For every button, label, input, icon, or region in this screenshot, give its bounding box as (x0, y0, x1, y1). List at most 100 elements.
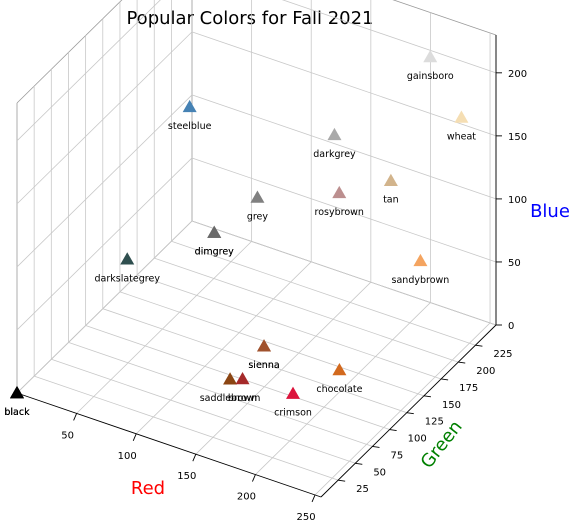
point-marker (257, 339, 272, 352)
point-marker (207, 225, 222, 238)
point-marker (10, 386, 24, 399)
y-tick-label: 125 (425, 417, 444, 428)
point-label: rosybrown (315, 207, 364, 218)
z-tick-label: 0 (508, 321, 514, 332)
marks-layer: gainsboro wheat tan darkgrey steelblue grey ro… (4, 49, 476, 419)
z-tick-label: 50 (508, 258, 521, 269)
grid-line-z (16, 157, 193, 331)
point-label: tan (383, 195, 399, 206)
y-tick (406, 412, 414, 415)
grid-line-y (51, 358, 356, 464)
y-tick-label: 50 (373, 467, 386, 478)
point-marker (383, 173, 398, 186)
point-label: steelblue (168, 121, 212, 132)
grid-line-z (281, 0, 497, 74)
y-tick-label: 175 (459, 383, 478, 394)
z-tick-label: 200 (508, 69, 527, 80)
pane-edge (392, 0, 497, 36)
y-axis-line (320, 324, 497, 498)
grid-line-z (16, 0, 161, 142)
pane-edge (16, 0, 123, 104)
z-tick-label: 100 (508, 195, 527, 206)
point-label: dimgrey (195, 247, 234, 258)
point-label: sienna (248, 360, 279, 371)
grid-line-z (16, 31, 193, 205)
point-marker (182, 99, 197, 113)
x-tick-label: 100 (118, 451, 137, 462)
x-tick (132, 433, 137, 441)
point-label: darkgrey (313, 149, 356, 160)
point-label: dimgrey (195, 247, 234, 258)
point-label: saddlebrown (200, 393, 261, 404)
point-marker (327, 127, 342, 141)
point-label: sandybrown (392, 275, 450, 286)
y-tick (441, 378, 449, 381)
z-tick-label: 150 (508, 132, 527, 143)
grid-line-y (171, 240, 476, 346)
point-marker (332, 185, 347, 199)
chart-title: Popular Colors for Fall 2021 (126, 8, 373, 29)
x-tick (311, 494, 316, 503)
point-label: crimson (274, 408, 312, 419)
x-axis-label: Red (131, 478, 165, 499)
z-axis-label: Blue (530, 201, 570, 222)
x-tick-label: 50 (61, 430, 74, 441)
grid-line-y (68, 342, 373, 447)
point-label: gainsboro (407, 71, 454, 82)
x-tick-label: 150 (177, 471, 196, 482)
y-tick-label: 225 (493, 349, 512, 360)
x-tick-label: 200 (237, 492, 256, 503)
point-marker (423, 49, 438, 63)
y-tick-label: 25 (356, 484, 369, 495)
grid-line-z (16, 220, 193, 394)
y-tick-label: 200 (476, 366, 495, 377)
x-tick-label: 250 (296, 512, 315, 523)
point-label: sienna (248, 360, 279, 371)
grid-line-z (191, 220, 497, 326)
x-tick (192, 453, 197, 462)
axis-layer: 50 100 150 200 250 25 50 75 100 125 150 175 200 225 0 5… (16, 35, 527, 523)
x-tick (73, 413, 78, 421)
grid-line-x (76, 241, 252, 414)
grid-line-y (136, 274, 442, 380)
y-tick (372, 445, 380, 448)
point-label: darkslategrey (95, 273, 161, 284)
point-marker (286, 386, 300, 399)
y-tick (355, 462, 363, 465)
grid-line-x (255, 302, 431, 475)
grid-line-y (154, 257, 459, 363)
y-tick (458, 361, 466, 364)
grid-line-y (34, 375, 339, 481)
grid-line-x (195, 281, 372, 455)
y-tick-label: 100 (408, 434, 427, 445)
grid-line-y (85, 325, 390, 430)
x-axis-line (16, 392, 322, 498)
point-label: grey (247, 211, 269, 222)
grid-line-z (191, 31, 497, 137)
point-marker (332, 362, 347, 376)
point-marker (223, 372, 238, 385)
grid-line-z (191, 94, 497, 200)
y-tick (338, 479, 346, 482)
grid-line-y (119, 291, 425, 397)
x-tick (252, 474, 256, 482)
grid-line-y (102, 308, 407, 414)
grid-line-x (314, 322, 491, 496)
grid-line-z (191, 157, 497, 263)
point-marker (413, 253, 428, 267)
y-tick (389, 429, 397, 431)
grid-line-z (16, 94, 193, 268)
point-marker (250, 190, 265, 203)
point-marker (235, 372, 250, 385)
point-label: wheat (447, 131, 476, 142)
grid-line-x (135, 261, 312, 435)
y-tick (423, 395, 432, 398)
y-tick-label: 75 (390, 450, 403, 461)
point-label: brown (228, 393, 257, 404)
point-label: black (4, 407, 30, 418)
point-label: chocolate (316, 384, 362, 395)
y-tick-label: 150 (442, 400, 461, 411)
point-label: black (4, 407, 30, 418)
point-marker (454, 110, 469, 123)
